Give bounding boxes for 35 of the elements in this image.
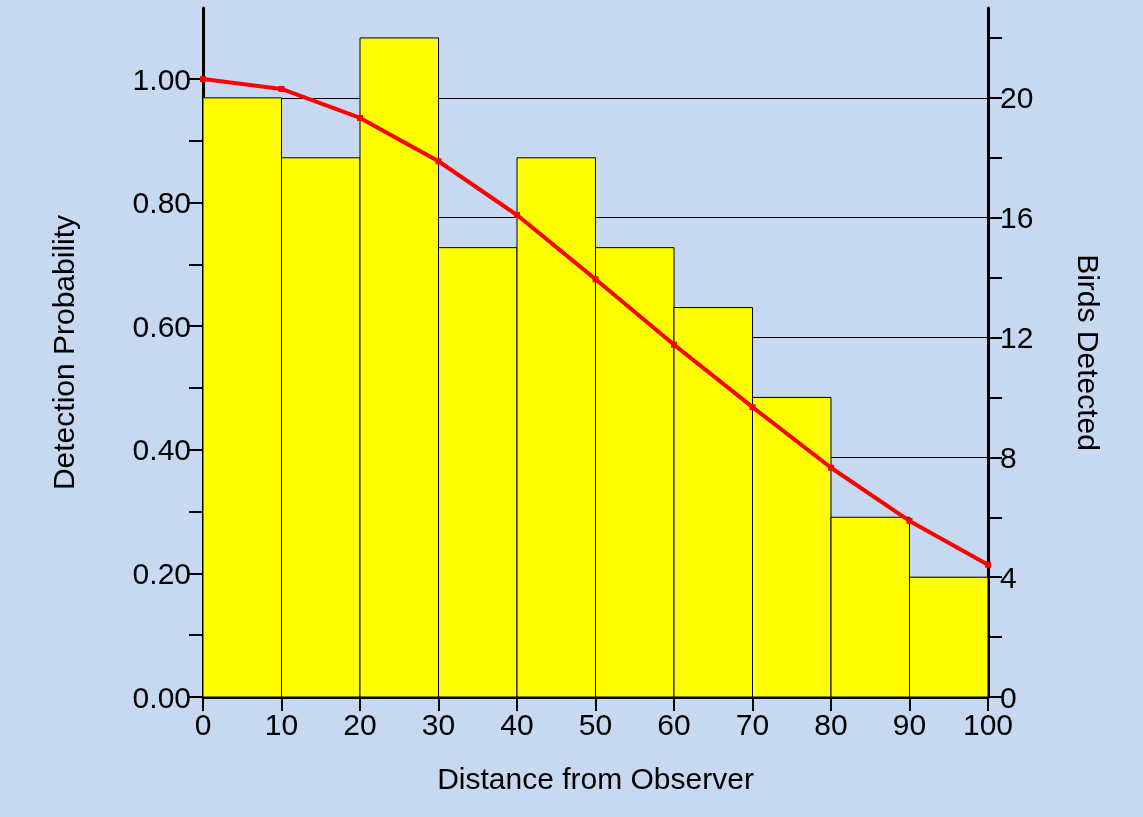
y-tick-label: 0.80	[132, 186, 191, 220]
x-tick-label: 50	[578, 707, 613, 741]
point	[200, 76, 206, 83]
point	[749, 404, 756, 411]
x-tick-label: 20	[343, 707, 377, 741]
x-tick-label: 10	[264, 707, 299, 741]
x-tick-label: 80	[814, 707, 848, 741]
y2-tick-label: 8	[1000, 440, 1017, 474]
y-axis-title: Detection Probability	[46, 214, 80, 491]
y2-tick-label: 20	[1000, 81, 1034, 115]
point	[278, 85, 285, 92]
y2-tick-label: 12	[1000, 321, 1034, 355]
x-tick-label: 90	[892, 707, 927, 741]
point	[906, 517, 913, 524]
y2-tick-label: 4	[1000, 560, 1017, 594]
y2-tick-label: 16	[1000, 201, 1034, 235]
x-tick-label: 60	[657, 707, 691, 741]
y2-axis-title: Birds Detected	[1071, 254, 1105, 451]
point	[592, 276, 599, 283]
point	[514, 212, 520, 219]
x-tick-label: 0	[194, 707, 212, 741]
y-tick-label: 0.60	[132, 309, 191, 343]
point	[985, 561, 991, 568]
point	[828, 464, 834, 471]
y-tick-label: 0.00	[132, 680, 191, 714]
x-tick-label: 30	[421, 707, 456, 741]
point	[357, 114, 363, 121]
x-axis-title: Distance from Observer	[437, 761, 754, 795]
x-tick-label: 40	[500, 707, 534, 741]
point	[671, 341, 677, 348]
y-tick-label: 1.00	[132, 62, 191, 96]
y-tick-label: 0.20	[132, 556, 191, 590]
point	[435, 158, 442, 165]
y-tick-label: 0.40	[132, 433, 191, 467]
x-tick-label: 70	[735, 707, 770, 741]
